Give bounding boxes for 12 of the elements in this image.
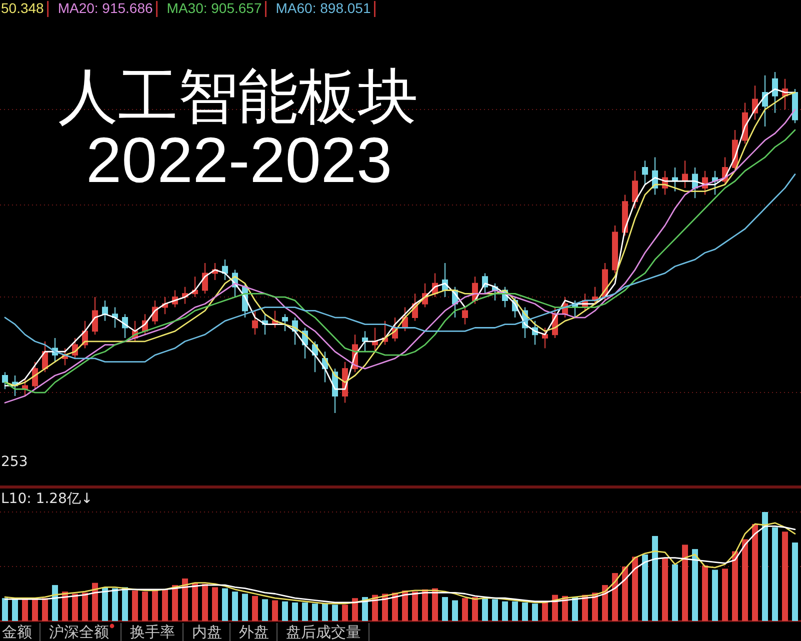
text: 内盘 (192, 623, 222, 641)
text: MA20: 915.686 (58, 0, 153, 16)
text: 50.348 (1, 0, 44, 16)
text: MA30: 905.657 (166, 0, 262, 16)
text: 盘后成交量 (286, 623, 361, 641)
text: 换手率 (130, 623, 175, 641)
text: L10: 1.28亿↓ (1, 491, 93, 507)
text: 253 (1, 454, 28, 470)
text: 金额 (2, 623, 32, 641)
text: MA60: 898.051 (276, 0, 371, 16)
text: 外盘 (239, 623, 269, 641)
text: 沪深全额 (49, 623, 109, 641)
